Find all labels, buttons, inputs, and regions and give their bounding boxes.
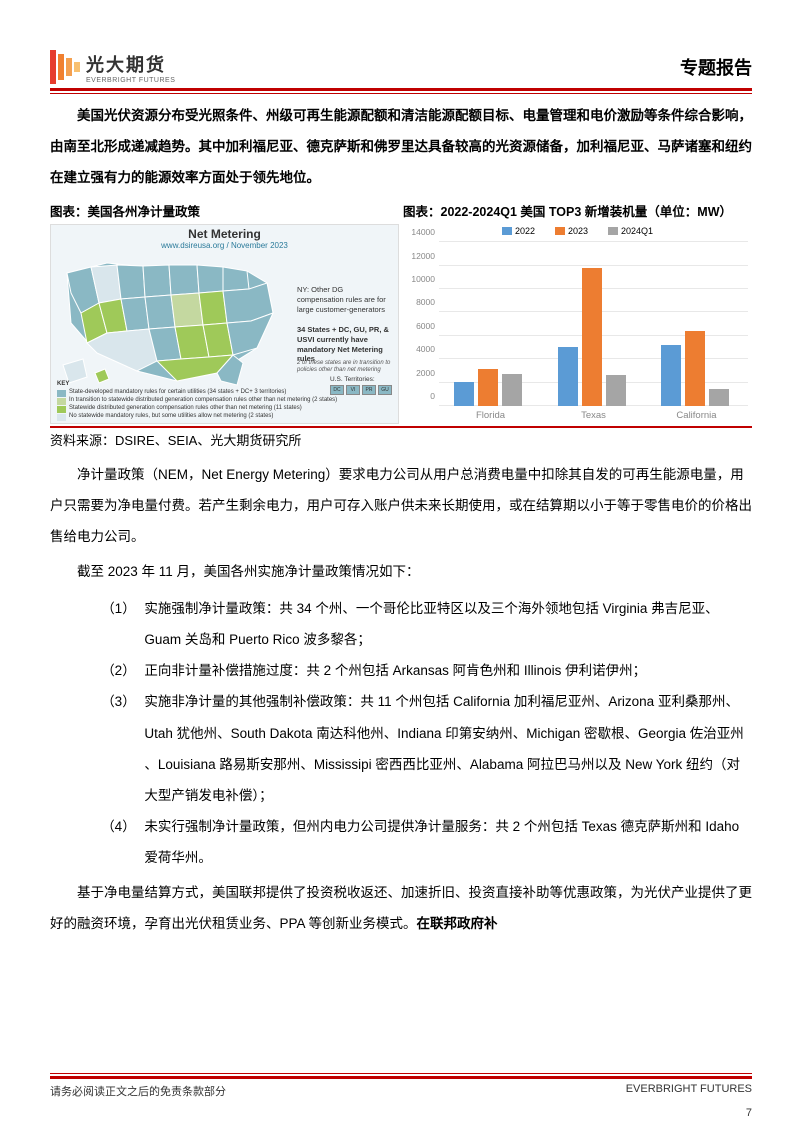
key-line: Statewide distributed generation compens… [69,405,302,413]
footer-rule-thick [50,1076,752,1079]
policy-item: （2）正向非计量补偿措施过度：共 2 个州包括 Arkansas 阿肯色州和 I… [101,655,752,686]
logo-text-cn: 光大期货 [86,51,175,77]
policy-number: （3） [101,686,144,810]
bar-yaxis: 02000400060008000100001200014000 [403,242,437,406]
logo-icon [50,50,80,84]
footer-brand: EVERBRIGHT FUTURES [626,1083,752,1099]
terr-box: PR [362,385,376,395]
policy-number: （1） [101,593,144,655]
policy-number: （4） [101,811,144,873]
page-header: 光大期货 EVERBRIGHT FUTURES 专题报告 [50,50,752,84]
chart-row: 图表：美国各州净计量政策 Net Metering www.dsireusa.o… [50,201,752,424]
legend-item: 2024Q1 [608,226,653,236]
legend-label: 2023 [568,226,588,236]
bar-chart: 2022 2023 2024Q1 02000400060008000100001… [403,224,752,424]
legend-label: 2022 [515,226,535,236]
header-rule-thin [50,93,752,94]
intro-paragraph: 美国光伏资源分布受光照条件、州级可再生能源配额和清洁能源配额目标、电量管理和电价… [50,100,752,193]
chart-left-col: 图表：美国各州净计量政策 Net Metering www.dsireusa.o… [50,201,399,424]
us-map-svg [57,253,287,393]
paragraph-nem: 净计量政策（NEM，Net Energy Metering）要求电力公司从用户总… [50,459,752,552]
footer-disclaimer: 请务必阅读正文之后的免责条款部分 [50,1083,226,1099]
chart-right-col: 图表：2022-2024Q1 美国 TOP3 新增装机量（单位：MW） 2022… [403,201,752,424]
para3-bold: 在联邦政府补 [417,916,498,931]
paragraph-federal: 基于净电量结算方式，美国联邦提供了投资税收返还、加速折旧、投资直接补助等优惠政策… [50,877,752,939]
key-line: State-developed mandatory rules for cert… [69,389,286,397]
bar-legend: 2022 2023 2024Q1 [403,226,752,236]
us-map-chart: Net Metering www.dsireusa.org / November… [50,224,399,424]
map-terr-boxes: DC VI PR GU [330,385,392,395]
chart-left-title: 图表：美国各州净计量政策 [50,201,399,220]
chart-right-title: 图表：2022-2024Q1 美国 TOP3 新增装机量（单位：MW） [403,201,752,220]
source-text: 资料来源：DSIRE、SEIA、光大期货研究所 [50,430,752,449]
chart-bottom-rule [50,426,752,428]
report-title: 专题报告 [680,54,752,80]
policy-body: 未实行强制净计量政策，但州内电力公司提供净计量服务：共 2 个州包括 Texas… [144,811,752,873]
key-line: In transition to statewide distributed g… [69,397,337,405]
map-note-transition: 2 of these states are in transition to p… [297,360,392,374]
header-rule-thick [50,88,752,91]
legend-item: 2022 [502,226,535,236]
footer-rule-thin [50,1073,752,1074]
bar-xaxis: FloridaTexasCalifornia [439,408,748,424]
policy-body: 正向非计量补偿措施过度：共 2 个州包括 Arkansas 阿肯色州和 Illi… [144,655,752,686]
policy-list: （1）实施强制净计量政策：共 34 个州、一个哥伦比亚特区以及三个海外领地包括 … [50,593,752,872]
para3-plain: 基于净电量结算方式，美国联邦提供了投资税收返还、加速折旧、投资直接补助等优惠政策… [50,885,752,931]
map-note-count: 34 States + DC, GU, PR, & USVI currently… [297,325,392,364]
legend-label: 2024Q1 [621,226,653,236]
legend-item: 2023 [555,226,588,236]
map-key-header: KEY [57,381,337,389]
policy-body: 实施非净计量的其他强制补偿政策：共 11 个州包括 California 加利福… [144,686,752,810]
page-footer: 请务必阅读正文之后的免责条款部分 EVERBRIGHT FUTURES [50,1073,752,1099]
terr-box: VI [346,385,360,395]
map-title: Net Metering [188,227,261,241]
map-note-ny: NY: Other DG compensation rules are for … [297,285,392,314]
key-line: No statewide mandatory rules, but some u… [69,413,273,421]
terr-box: GU [378,385,392,395]
map-key: KEY State-developed mandatory rules for … [57,381,337,421]
bar-plot [439,242,748,406]
map-subtitle: www.dsireusa.org / November 2023 [161,241,288,250]
policy-item: （3）实施非净计量的其他强制补偿政策：共 11 个州包括 California … [101,686,752,810]
page-number: 7 [746,1107,752,1119]
logo-block: 光大期货 EVERBRIGHT FUTURES [50,50,175,84]
paragraph-asof: 截至 2023 年 11 月，美国各州实施净计量政策情况如下： [50,556,752,587]
logo-text-en: EVERBRIGHT FUTURES [86,77,175,84]
map-terr-label: U.S. Territories: [330,376,392,383]
map-territories: U.S. Territories: DC VI PR GU [330,376,392,395]
policy-body: 实施强制净计量政策：共 34 个州、一个哥伦比亚特区以及三个海外领地包括 Vir… [144,593,752,655]
policy-number: （2） [101,655,144,686]
policy-item: （1）实施强制净计量政策：共 34 个州、一个哥伦比亚特区以及三个海外领地包括 … [101,593,752,655]
policy-item: （4）未实行强制净计量政策，但州内电力公司提供净计量服务：共 2 个州包括 Te… [101,811,752,873]
